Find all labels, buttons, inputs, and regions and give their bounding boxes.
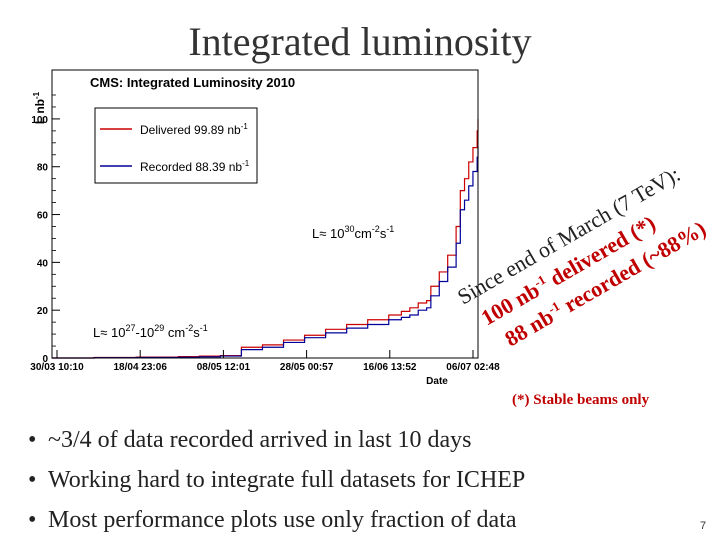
- x-tick-label: 28/05 00:57: [280, 362, 334, 373]
- series-line-recorded: [52, 146, 479, 359]
- bullet-item: • Working hard to integrate full datasets…: [28, 467, 526, 493]
- annotation-low-lumi: L≈ 1027-1029 cm-2s-1: [93, 323, 208, 340]
- y-tick-label: 80: [37, 163, 49, 174]
- plot-frame: [51, 69, 479, 359]
- x-tick-label: 16/06 13:52: [363, 362, 417, 373]
- y-tick-label: 0: [42, 354, 48, 365]
- x-axis-label: Date: [426, 376, 448, 387]
- legend-entry-delivered: Delivered 99.89 nb-1: [140, 122, 248, 137]
- slide-title: Integrated luminosity: [188, 19, 532, 64]
- y-tick-label: 100: [31, 115, 48, 126]
- y-axis-label: L nb-1: [32, 91, 47, 124]
- annotation-high-lumi: L≈ 1030cm-2s-1: [312, 224, 394, 241]
- y-axis-label-text: L nb: [33, 99, 47, 124]
- svg-text:L nb-1: L nb-1: [32, 91, 47, 124]
- legend-box: [94, 107, 258, 184]
- page-number: 7: [700, 520, 707, 532]
- summary-annotation: Since end of March (7 TeV): 100 nb-1 del…: [453, 161, 710, 351]
- stable-beams-footnote: (*) Stable beams only: [512, 392, 650, 408]
- bullet-item: • ~3/4 of data recorded arrived in last 1…: [28, 427, 472, 453]
- x-tick-label: 30/03 10:10: [30, 362, 84, 373]
- y-tick-label: 20: [37, 306, 49, 317]
- bullet-item: • Most performance plots use only fractio…: [28, 507, 517, 533]
- chart-title: CMS: Integrated Luminosity 2010: [90, 75, 295, 90]
- legend-entry-recorded: Recorded 88.39 nb-1: [140, 159, 250, 174]
- y-axis-label-sup: -1: [32, 91, 41, 99]
- y-tick-label: 60: [37, 211, 49, 222]
- y-tick-label: 40: [37, 258, 49, 269]
- bullet-list: • ~3/4 of data recorded arrived in last 1…: [28, 422, 525, 542]
- x-tick-label: 06/07 02:48: [446, 362, 500, 373]
- x-tick-label: 08/05 12:01: [197, 362, 251, 373]
- x-tick-label: 18/04 23:06: [114, 362, 168, 373]
